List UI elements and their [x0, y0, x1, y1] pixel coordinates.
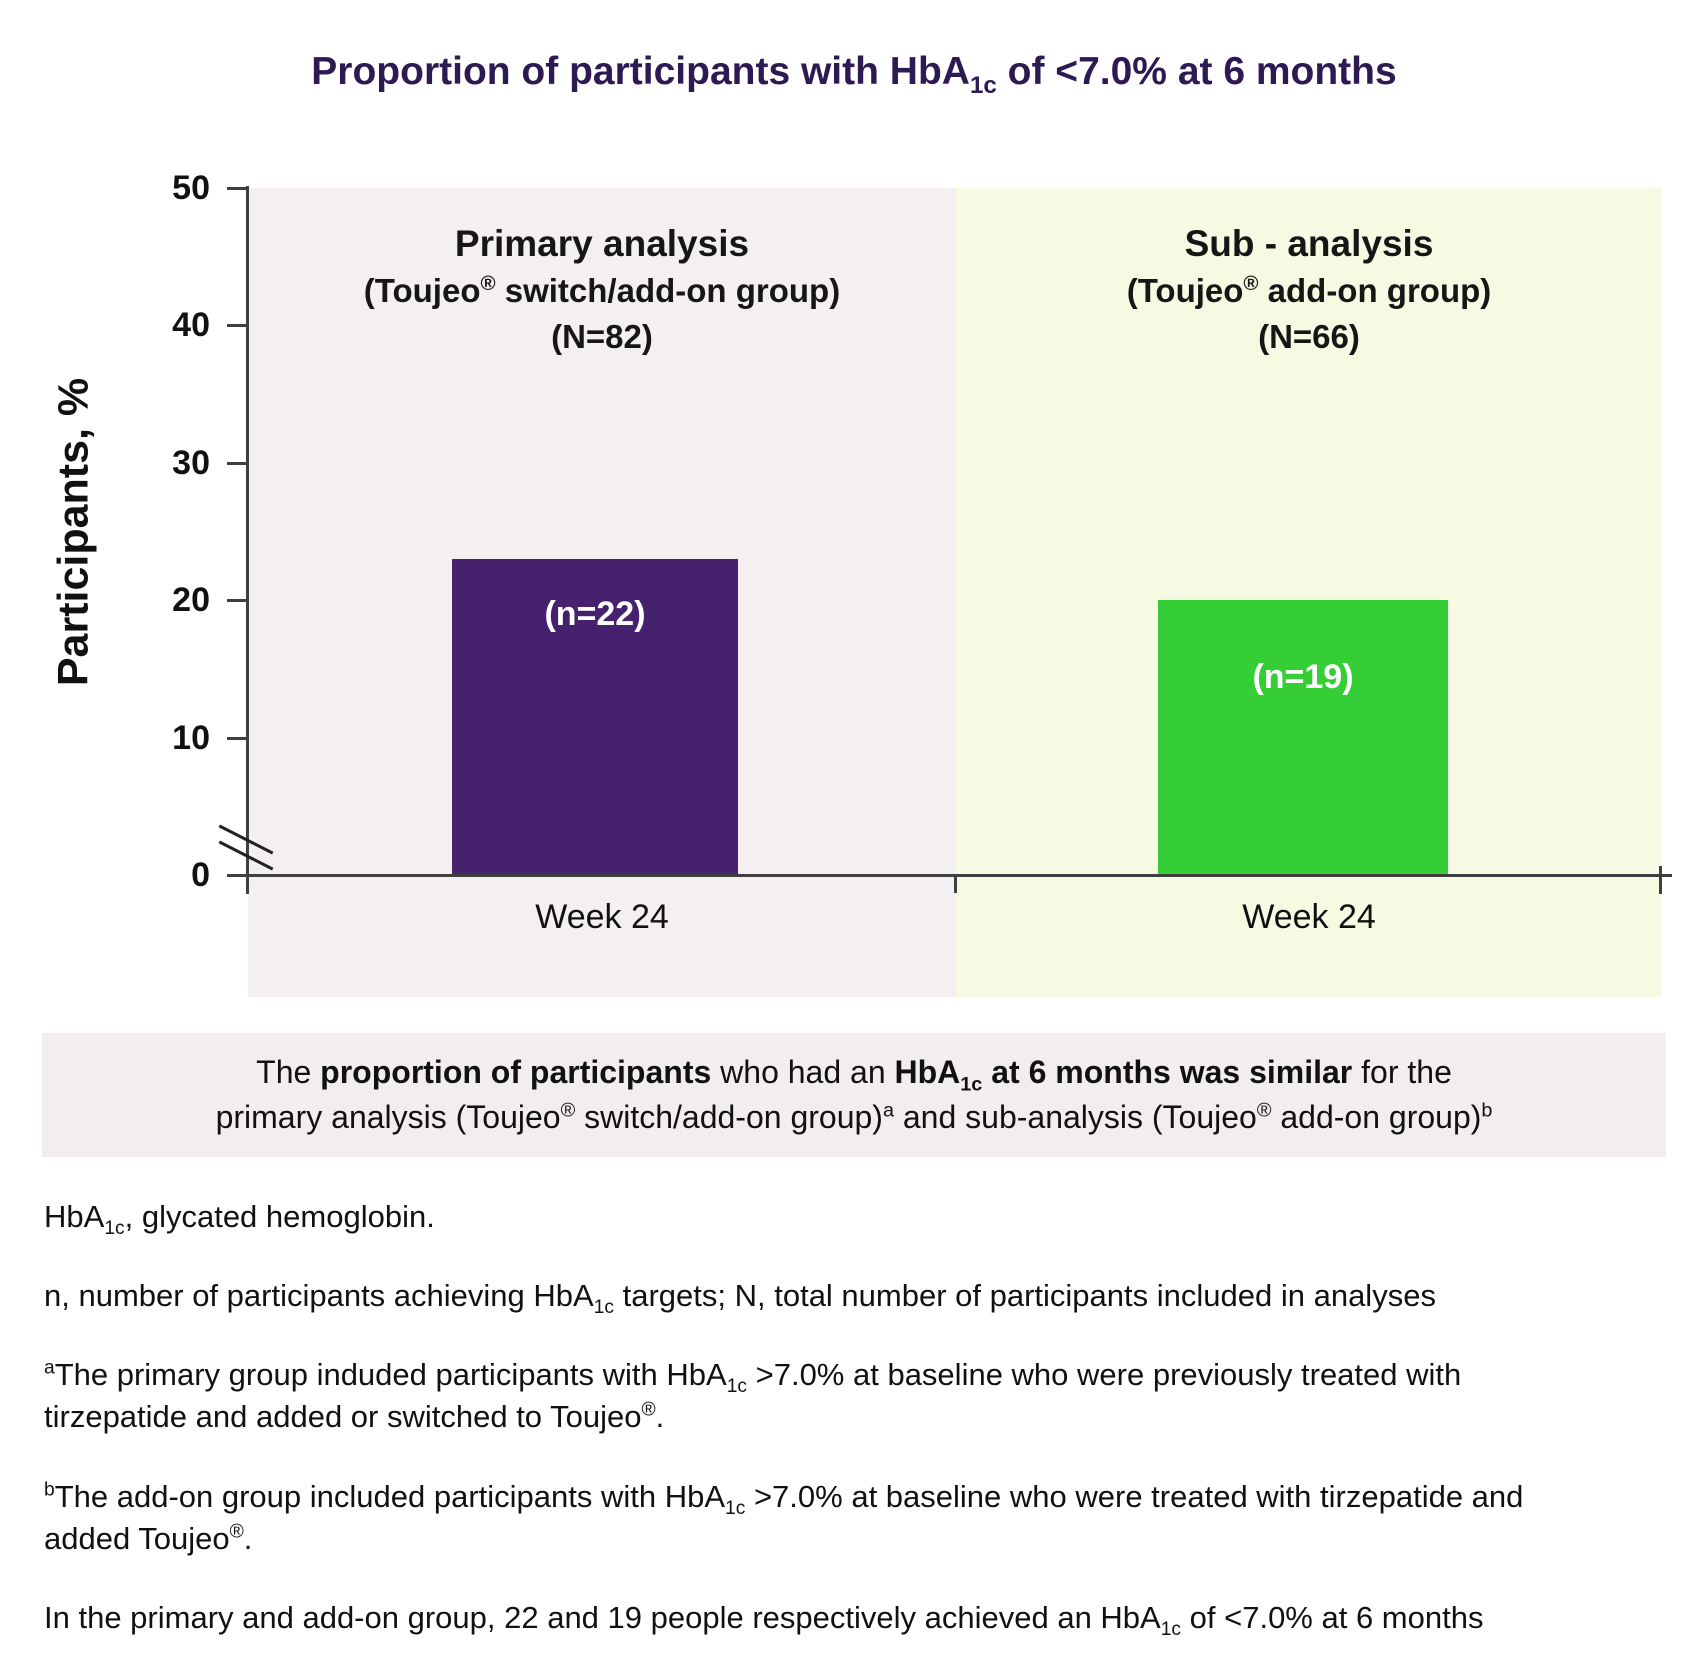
footnote-b: bThe add-on group included participants … [44, 1478, 1524, 1556]
summary-line-2: primary analysis (Toujeo® switch/add-on … [215, 1099, 1493, 1135]
bar-sub: (n=19) [1158, 600, 1448, 875]
bar-primary: (n=22) [452, 558, 738, 875]
panel-sub-title: Sub - analysis [1184, 223, 1434, 264]
footnotes: HbA1c, glycated hemoglobin. n, number of… [44, 1196, 1674, 1674]
y-tick-label: 0 [191, 856, 210, 894]
panel-sub-n-total: (N=66) [1258, 318, 1360, 355]
y-tick [227, 599, 248, 603]
x-axis-tick [954, 876, 957, 893]
y-tick [227, 736, 248, 740]
panel-primary-title: Primary analysis [454, 223, 750, 264]
panel-primary-n-total: (N=82) [551, 318, 653, 355]
chart-title: Proportion of participants with HbA1c of… [311, 50, 1397, 99]
y-tick-label: 30 [172, 443, 210, 482]
week-label-sub: Week 24 [1242, 898, 1376, 936]
week-label-primary: Week 24 [535, 898, 669, 936]
bar-primary-n-label: (n=22) [544, 594, 646, 633]
y-axis-line [246, 186, 249, 894]
bar-sub-n-label: (n=19) [1252, 658, 1354, 697]
y-tick-label: 50 [172, 169, 210, 207]
x-axis-tick [1659, 866, 1662, 894]
summary-line-1: The proportion of participants who had a… [256, 1054, 1452, 1096]
footnote-result: In the primary and add-on group, 22 and … [44, 1599, 1484, 1641]
y-axis-title: Participants, % [49, 377, 98, 687]
summary-banner: The proportion of participants who had a… [42, 1033, 1666, 1157]
footnote-a: aThe primary group induded participants … [44, 1357, 1462, 1435]
panel-sub-subtitle: (Toujeo® add-on group) [1126, 272, 1492, 309]
y-tick [227, 187, 248, 190]
y-tick [227, 324, 248, 328]
x-axis-line [232, 874, 1672, 877]
panel-primary-subtitle: (Toujeo® switch/add-on group) [363, 272, 841, 309]
y-tick [227, 461, 248, 465]
y-tick-label: 10 [172, 718, 210, 757]
panel-sub-header: Sub - analysis (Toujeo® add-on group) (N… [956, 220, 1662, 360]
footnote-hba1c-definition: HbA1c, glycated hemoglobin. [44, 1199, 435, 1240]
y-tick-label: 40 [172, 306, 210, 345]
y-tick-label: 20 [172, 581, 210, 620]
panel-primary-header: Primary analysis (Toujeo® switch/add-on … [248, 220, 956, 360]
footnote-n-definition: n, number of participants achieving HbA1… [44, 1278, 1436, 1319]
